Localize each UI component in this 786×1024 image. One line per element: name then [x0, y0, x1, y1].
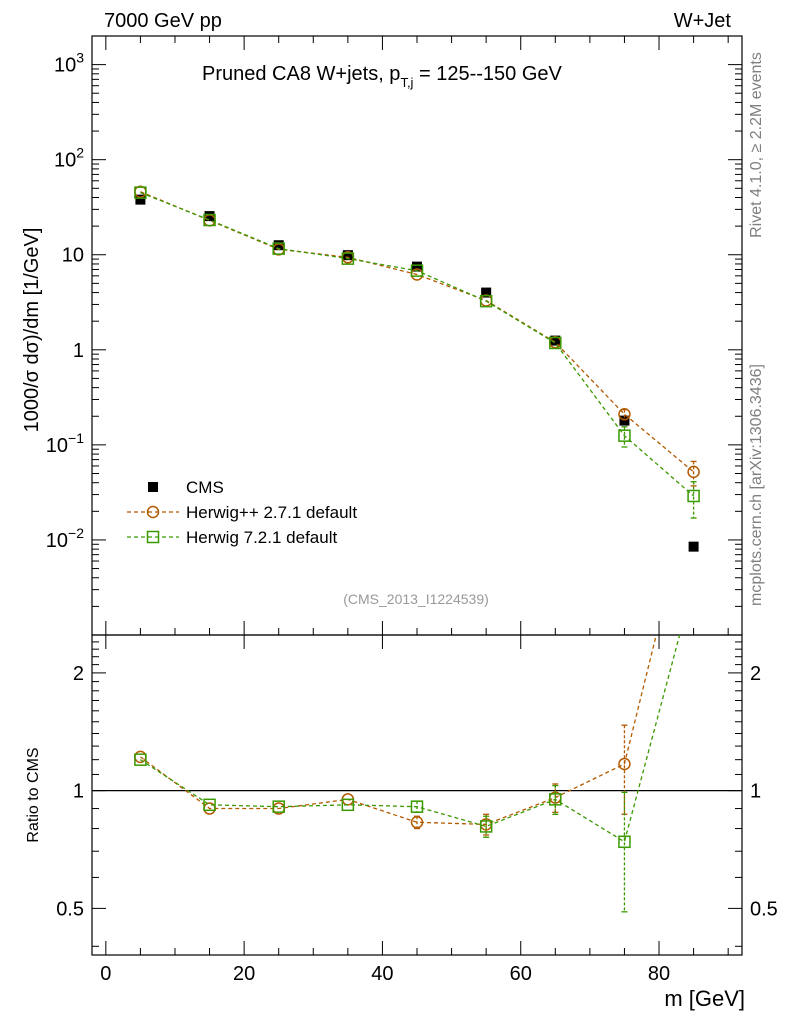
data-point — [550, 335, 561, 346]
main-title: Pruned CA8 W+jets, pT,j = 125--150 GeV — [202, 63, 563, 90]
x-tick-label: 20 — [233, 963, 255, 985]
legend-item: CMS — [148, 478, 224, 497]
main-y-tick-label: 102 — [54, 145, 84, 172]
series-herwig-2-7-1-default — [134, 185, 700, 487]
legend-label: CMS — [186, 478, 224, 497]
ratio-axis-ticks: 2 2 1 1 0.5 0.5 — [56, 634, 778, 947]
legend: CMS Herwig++ 2.7.1 default Herwig 7.2.1 de… — [127, 478, 357, 547]
data-point — [341, 252, 355, 265]
series-herwig-7-2-1-default — [134, 635, 681, 913]
data-point — [688, 541, 699, 552]
mcplots-source-label: mcplots.cern.ch [arXiv:1306.3436] — [748, 364, 765, 606]
ratio-y-tick-label: 1 — [73, 781, 84, 803]
legend-label: Herwig++ 2.7.1 default — [186, 503, 357, 522]
ratio-y-tick-label-right: 0.5 — [750, 898, 778, 920]
legend-item: Herwig++ 2.7.1 default — [127, 503, 357, 522]
x-axis-ticks: 0 20 40 60 80 — [100, 36, 729, 985]
data-point — [618, 429, 631, 442]
data-point — [618, 835, 631, 849]
data-point — [618, 757, 631, 771]
main-y-tick-label: 10−2 — [46, 525, 84, 552]
series-herwig-7-2-1-default — [134, 186, 700, 519]
data-point — [134, 186, 147, 199]
main-y-tick-label: 1 — [73, 340, 84, 362]
data-point — [135, 194, 146, 205]
data-point — [410, 264, 424, 277]
main-y-tick-label: 10−1 — [46, 430, 84, 457]
ratio-y-axis-label: Ratio to CMS — [25, 747, 42, 842]
data-point — [619, 415, 630, 426]
series-line — [140, 191, 695, 497]
data-point — [687, 489, 700, 503]
header-left-label: 7000 GeV pp — [104, 10, 222, 32]
data-point — [412, 261, 422, 272]
ratio-panel-frame — [91, 634, 743, 956]
data-point — [134, 753, 147, 766]
data-point — [549, 793, 562, 806]
series-line — [140, 191, 695, 473]
data-point — [687, 465, 700, 479]
data-point — [272, 800, 285, 813]
data-point — [341, 798, 355, 812]
header-right-label: W+Jet — [674, 10, 732, 32]
data-point — [272, 242, 285, 255]
x-tick-label: 60 — [510, 963, 532, 985]
ratio-y-tick-label: 0.5 — [56, 898, 84, 920]
main-series-group — [134, 185, 700, 552]
data-point — [549, 336, 562, 350]
data-point — [203, 798, 216, 812]
data-point — [342, 250, 353, 261]
legend-marker — [148, 482, 158, 492]
x-tick-label: 40 — [371, 963, 393, 985]
rivet-version-label: Rivet 4.1.0, ≥ 2.2M events — [748, 52, 765, 238]
data-point — [203, 213, 216, 227]
data-point — [479, 294, 493, 308]
series-line — [140, 635, 657, 826]
ratio-y-tick-label-right: 2 — [750, 663, 761, 685]
legend-label: Herwig 7.2.1 default — [186, 528, 337, 547]
legend-marker — [146, 505, 160, 519]
main-y-tick-label: 10 — [62, 245, 84, 267]
data-point — [134, 750, 147, 764]
data-point — [273, 240, 284, 251]
legend-marker — [146, 530, 160, 544]
data-point — [479, 820, 493, 833]
main-y-axis-label: 1000/σ dσ)/dm [1/GeV] — [21, 228, 43, 433]
analysis-id-watermark: (CMS_2013_I1224539) — [343, 591, 489, 607]
data-point — [618, 407, 631, 421]
main-y-tick-label: 103 — [54, 50, 84, 77]
ratio-y-tick-label: 2 — [73, 663, 84, 685]
x-axis-label: m [GeV] — [664, 986, 745, 1011]
series-cms — [135, 194, 699, 552]
legend-item: Herwig 7.2.1 default — [127, 528, 337, 547]
data-point — [410, 800, 424, 813]
x-tick-label: 0 — [100, 963, 111, 985]
ratio-series-group — [134, 635, 681, 913]
data-point — [410, 816, 424, 829]
ratio-y-tick-label-right: 1 — [750, 781, 761, 803]
x-tick-label: 80 — [648, 963, 670, 985]
data-point — [204, 211, 215, 222]
data-point — [481, 287, 492, 298]
